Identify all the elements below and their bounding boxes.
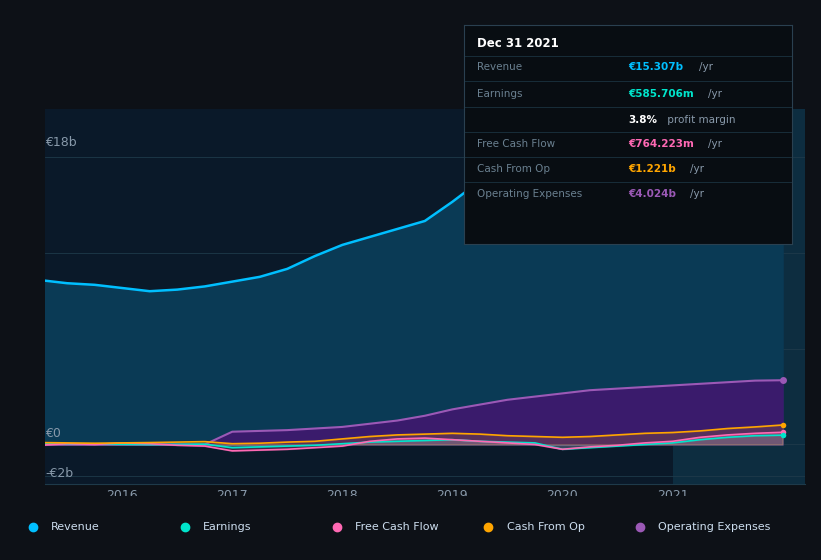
Bar (672, 109, 805, 484)
Text: Earnings: Earnings (203, 521, 251, 531)
Text: /yr: /yr (690, 189, 704, 199)
Text: €0: €0 (45, 427, 61, 440)
Text: /yr: /yr (699, 62, 713, 72)
Text: 3.8%: 3.8% (628, 115, 657, 125)
Text: Operating Expenses: Operating Expenses (477, 189, 582, 199)
Text: €15.307b: €15.307b (628, 62, 683, 72)
Text: Revenue: Revenue (51, 521, 99, 531)
Text: Cash From Op: Cash From Op (507, 521, 585, 531)
Text: €18b: €18b (45, 136, 77, 149)
Text: Earnings: Earnings (477, 89, 522, 99)
Text: Free Cash Flow: Free Cash Flow (355, 521, 438, 531)
Text: Operating Expenses: Operating Expenses (658, 521, 771, 531)
Text: €1.221b: €1.221b (628, 164, 676, 174)
Text: Revenue: Revenue (477, 62, 522, 72)
Text: Free Cash Flow: Free Cash Flow (477, 139, 555, 149)
Text: /yr: /yr (708, 139, 722, 149)
Text: €4.024b: €4.024b (628, 189, 676, 199)
Text: /yr: /yr (708, 89, 722, 99)
Text: /yr: /yr (690, 164, 704, 174)
Text: €764.223m: €764.223m (628, 139, 694, 149)
Text: Cash From Op: Cash From Op (477, 164, 550, 174)
Text: €585.706m: €585.706m (628, 89, 694, 99)
Text: Dec 31 2021: Dec 31 2021 (477, 38, 559, 50)
Text: -€2b: -€2b (45, 466, 73, 479)
Text: profit margin: profit margin (663, 115, 735, 125)
